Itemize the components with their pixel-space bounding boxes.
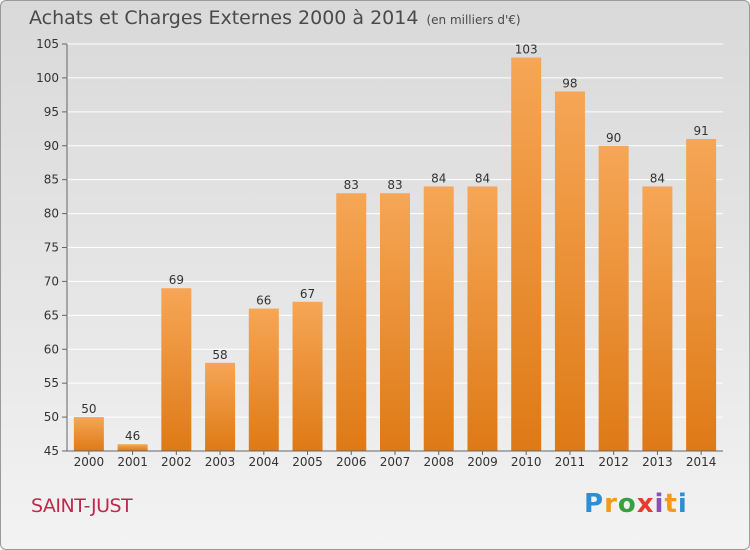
logo-letter: i xyxy=(677,489,688,519)
data-label: 103 xyxy=(515,43,538,57)
data-label: 84 xyxy=(650,171,665,185)
data-label: 98 xyxy=(562,76,577,90)
y-tick-label: 70 xyxy=(44,274,59,288)
x-tick-label: 2009 xyxy=(467,455,498,469)
logo-letter: r xyxy=(604,489,618,519)
logo-letter: P xyxy=(584,489,605,519)
bar xyxy=(686,138,717,451)
data-label: 84 xyxy=(475,171,490,185)
y-tick-label: 75 xyxy=(44,241,59,255)
chart-subtitle: (en milliers d'€) xyxy=(426,13,521,27)
data-label: 91 xyxy=(693,124,708,138)
x-tick-label: 2010 xyxy=(511,455,542,469)
y-tick-label: 65 xyxy=(44,308,59,322)
y-tick-label: 100 xyxy=(36,71,59,85)
x-tick-label: 2000 xyxy=(74,455,105,469)
data-label: 50 xyxy=(81,402,96,416)
data-label: 69 xyxy=(169,273,184,287)
bar xyxy=(423,186,454,451)
y-tick-label: 55 xyxy=(44,376,59,390)
bar xyxy=(336,193,367,451)
bar xyxy=(380,193,410,451)
y-tick-label: 60 xyxy=(44,342,59,356)
x-tick-label: 2005 xyxy=(292,455,323,469)
chart-title-text: Achats et Charges Externes 2000 à 2014 xyxy=(29,7,419,29)
x-tick-label: 2011 xyxy=(555,455,586,469)
bar xyxy=(511,57,542,452)
x-tick-label: 2003 xyxy=(205,455,236,469)
y-tick-label: 80 xyxy=(44,207,59,221)
data-label: 83 xyxy=(344,178,359,192)
x-tick-label: 2001 xyxy=(117,455,148,469)
x-tick-label: 2008 xyxy=(423,455,454,469)
bar xyxy=(598,145,629,451)
x-tick-label: 2014 xyxy=(686,455,717,469)
location-label: SAINT-JUST xyxy=(31,495,133,517)
logo-letter: i xyxy=(654,489,665,519)
data-label: 66 xyxy=(256,294,271,308)
data-label: 83 xyxy=(387,178,402,192)
data-label: 84 xyxy=(431,171,446,185)
x-tick-label: 2004 xyxy=(249,455,280,469)
data-label: 67 xyxy=(300,287,315,301)
x-tick-label: 2002 xyxy=(161,455,192,469)
y-tick-label: 105 xyxy=(36,37,59,51)
x-tick-label: 2012 xyxy=(598,455,629,469)
bar xyxy=(642,186,673,451)
x-tick-label: 2013 xyxy=(642,455,673,469)
chart-title: Achats et Charges Externes 2000 à 2014 (e… xyxy=(29,7,521,29)
y-tick-label: 85 xyxy=(44,173,59,187)
bar xyxy=(117,444,148,451)
y-tick-label: 95 xyxy=(44,105,59,119)
logo-letter: o xyxy=(617,489,637,519)
bar xyxy=(205,362,236,451)
data-label: 46 xyxy=(125,429,140,443)
bar xyxy=(248,308,279,451)
bar xyxy=(292,301,323,451)
proxiti-logo: Proxiti xyxy=(584,489,688,519)
y-tick-label: 45 xyxy=(44,444,59,458)
y-tick-label: 90 xyxy=(44,139,59,153)
y-tick-label: 50 xyxy=(44,410,59,424)
logo-letter: t xyxy=(664,489,678,519)
x-tick-label: 2006 xyxy=(336,455,367,469)
logo-letter: x xyxy=(636,489,655,519)
data-label: 58 xyxy=(212,348,227,362)
bar xyxy=(467,186,498,451)
x-tick-label: 2007 xyxy=(380,455,411,469)
bar xyxy=(73,417,104,451)
data-label: 90 xyxy=(606,131,621,145)
bar xyxy=(554,91,585,451)
bar xyxy=(161,288,192,451)
